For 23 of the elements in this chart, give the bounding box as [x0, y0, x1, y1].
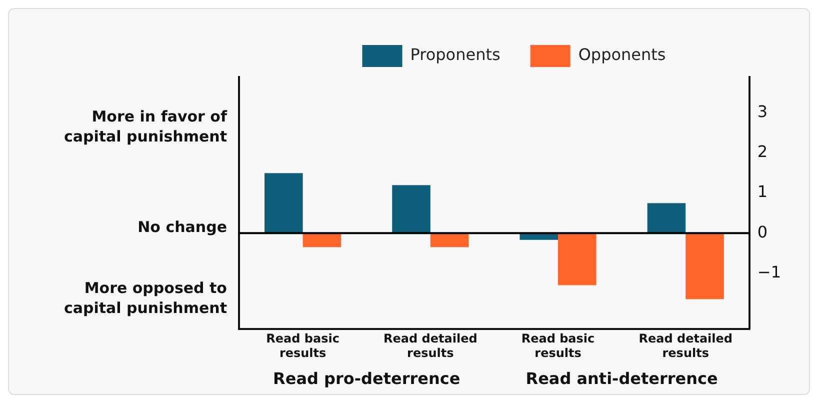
bar: [264, 173, 303, 234]
x-tick-label: Read detailed results: [384, 332, 478, 360]
text: More opposed to capital punishment: [64, 278, 227, 317]
bar: [558, 233, 596, 286]
y-tick-label: 1: [757, 182, 768, 202]
x-tick-label: Read basic results: [266, 332, 340, 360]
y-tick-label: 2: [757, 142, 768, 162]
text: More in favor of capital punishment: [64, 107, 228, 146]
legend-label: Proponents: [410, 45, 500, 64]
bar: [647, 203, 686, 234]
bar: [686, 233, 724, 300]
text: Read anti-deterrence: [526, 369, 718, 388]
bar: [302, 233, 342, 248]
legend-label: Opponents: [578, 45, 666, 64]
x-tick-label: Read detailed results: [638, 332, 732, 360]
text: Read pro-deterrence: [273, 369, 460, 388]
bar: [392, 185, 430, 234]
y-tick-label: 3: [757, 102, 768, 122]
text: No change: [138, 218, 227, 236]
y-tick-label: 0: [757, 222, 768, 242]
y-tick-label: −1: [757, 262, 782, 282]
x-tick-label: Read basic results: [521, 332, 595, 360]
bar: [430, 233, 469, 248]
